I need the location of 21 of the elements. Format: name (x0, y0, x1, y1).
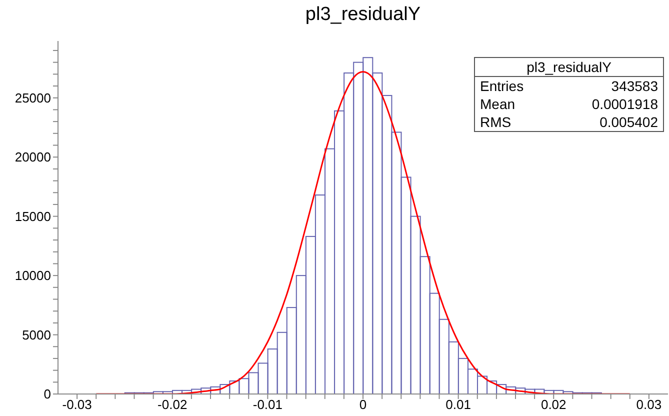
x-tick-label: -0.03 (62, 397, 92, 412)
x-tick-label: -0.02 (158, 397, 188, 412)
annotation: Mean (480, 95, 516, 113)
annotation: 0.0001918 (592, 95, 658, 113)
chart-title: pl3_residualY (304, 4, 422, 26)
x-tick-label: 0.03 (636, 397, 662, 412)
y-tick-label: 25000 (14, 90, 51, 106)
x-tick-label: -0.01 (252, 397, 283, 412)
y-tick-label: 20000 (14, 150, 51, 165)
annotation: Entries (480, 77, 524, 95)
annotation: 343583 (611, 77, 658, 95)
annotation: RMS (480, 113, 512, 131)
y-tick-label: 0 (44, 386, 51, 402)
x-tick-label: 0 (359, 397, 367, 412)
x-tick-label: 0.01 (446, 397, 471, 412)
x-tick-label: 0.02 (540, 397, 566, 412)
annotation: pl3_residualY (475, 58, 663, 77)
y-tick-label: 5000 (22, 327, 51, 342)
annotation: 0.005402 (600, 113, 658, 131)
y-tick-label: 10000 (14, 268, 51, 284)
y-tick-label: 15000 (14, 208, 51, 224)
